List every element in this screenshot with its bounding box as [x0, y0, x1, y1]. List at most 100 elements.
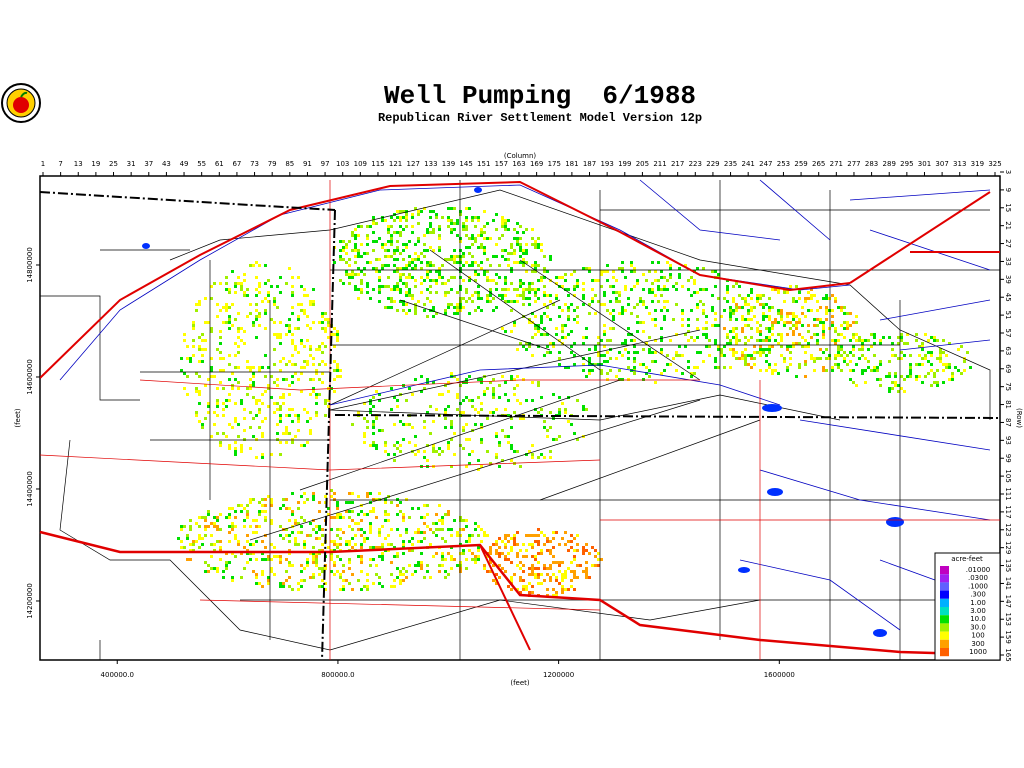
cell: [891, 342, 894, 345]
cell: [330, 552, 333, 555]
cell: [213, 522, 216, 525]
cell: [531, 570, 534, 573]
cell: [504, 381, 507, 384]
cell: [210, 534, 213, 537]
cell: [537, 279, 540, 282]
cell: [381, 585, 384, 588]
cell: [456, 255, 459, 258]
cell: [732, 330, 735, 333]
cell: [459, 561, 462, 564]
cell: [759, 351, 762, 354]
cell: [381, 552, 384, 555]
cell: [336, 555, 339, 558]
cell: [630, 270, 633, 273]
row-tick-label: 153: [1004, 613, 1012, 626]
cell: [411, 426, 414, 429]
cell: [888, 372, 891, 375]
cell: [762, 306, 765, 309]
cell: [624, 309, 627, 312]
cell: [243, 546, 246, 549]
cell: [249, 303, 252, 306]
cell: [234, 291, 237, 294]
cell: [261, 552, 264, 555]
cell: [618, 369, 621, 372]
cell: [795, 285, 798, 288]
cell: [915, 378, 918, 381]
cell: [921, 348, 924, 351]
cell: [681, 318, 684, 321]
cell: [441, 555, 444, 558]
cell: [591, 279, 594, 282]
column-tick-label: 79: [268, 160, 277, 168]
cell: [420, 210, 423, 213]
cell: [750, 357, 753, 360]
cell: [528, 282, 531, 285]
cell: [459, 255, 462, 258]
cell: [240, 288, 243, 291]
cell: [537, 237, 540, 240]
cell: [873, 342, 876, 345]
cell: [477, 459, 480, 462]
cell: [942, 369, 945, 372]
cell: [180, 369, 183, 372]
cell: [279, 420, 282, 423]
cell: [549, 300, 552, 303]
cell: [276, 378, 279, 381]
cell: [303, 288, 306, 291]
cell: [942, 351, 945, 354]
cell: [288, 552, 291, 555]
cell: [807, 342, 810, 345]
cell: [351, 273, 354, 276]
cell: [291, 492, 294, 495]
cell: [534, 540, 537, 543]
cell: [474, 408, 477, 411]
cell: [753, 315, 756, 318]
cell: [222, 321, 225, 324]
cell: [561, 336, 564, 339]
cell: [195, 372, 198, 375]
cell: [420, 291, 423, 294]
cell: [888, 336, 891, 339]
cell: [189, 528, 192, 531]
cell: [249, 378, 252, 381]
cell: [540, 582, 543, 585]
cell: [309, 378, 312, 381]
column-tick-label: 43: [162, 160, 171, 168]
cell: [474, 528, 477, 531]
cell: [369, 411, 372, 414]
cell: [582, 405, 585, 408]
cell: [561, 579, 564, 582]
cell: [411, 267, 414, 270]
cell: [516, 348, 519, 351]
cell: [468, 438, 471, 441]
cell: [540, 531, 543, 534]
cell: [207, 513, 210, 516]
cell: [366, 291, 369, 294]
cell: [849, 351, 852, 354]
cell: [501, 249, 504, 252]
cell: [315, 552, 318, 555]
cell: [861, 339, 864, 342]
cell: [450, 438, 453, 441]
cell: [432, 249, 435, 252]
cell: [276, 423, 279, 426]
cell: [432, 309, 435, 312]
cell: [339, 543, 342, 546]
cell: [447, 447, 450, 450]
cell: [513, 324, 516, 327]
cell: [945, 354, 948, 357]
cell: [678, 345, 681, 348]
cell: [372, 426, 375, 429]
cell: [381, 264, 384, 267]
cell: [429, 576, 432, 579]
cell: [405, 498, 408, 501]
cell: [297, 327, 300, 330]
cell: [531, 546, 534, 549]
cell: [687, 339, 690, 342]
cell: [339, 528, 342, 531]
cell: [318, 501, 321, 504]
cell: [627, 378, 630, 381]
cell: [381, 429, 384, 432]
cell: [915, 333, 918, 336]
cell: [792, 324, 795, 327]
